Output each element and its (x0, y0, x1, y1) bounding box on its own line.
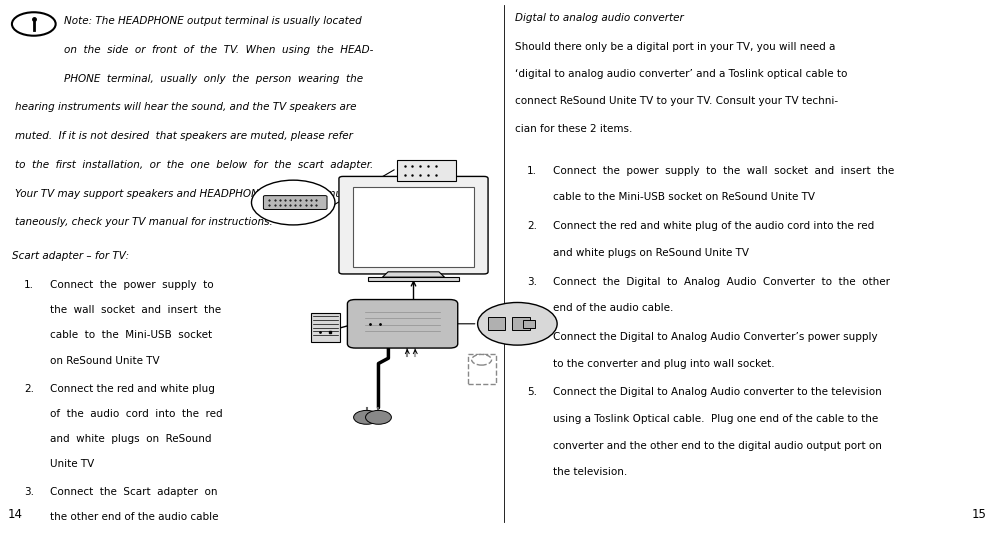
Bar (369, 277, 458, 281)
Bar (353, 187, 474, 266)
Text: to  the  first  installation,  or  the  one  below  for  the  scart  adapter.: to the first installation, or the one be… (15, 160, 373, 170)
Text: Connect  the  Scart  adapter  on: Connect the Scart adapter on (50, 487, 218, 497)
Text: 5.: 5. (527, 387, 537, 398)
Text: Scart adapter – for TV:: Scart adapter – for TV: (12, 251, 129, 261)
FancyBboxPatch shape (263, 196, 327, 209)
Text: the other end of the audio cable: the other end of the audio cable (50, 512, 219, 522)
Text: converter and the other end to the digital audio output port on: converter and the other end to the digit… (553, 441, 882, 451)
Bar (513, 317, 531, 330)
Text: Connect  the  Digital  to  Analog  Audio  Converter  to  the  other: Connect the Digital to Analog Audio Conv… (553, 277, 890, 287)
Circle shape (12, 12, 56, 36)
Text: taneously, check your TV manual for instructions.: taneously, check your TV manual for inst… (15, 217, 272, 228)
Text: of  the  audio  cord  into  the  red: of the audio cord into the red (50, 409, 223, 419)
Text: Connect the Digital to Analog Audio converter to the television: Connect the Digital to Analog Audio conv… (553, 387, 882, 398)
Text: Unite TV: Unite TV (50, 459, 94, 469)
Bar (468, 354, 496, 384)
Text: to the converter and plug into wall socket.: to the converter and plug into wall sock… (553, 359, 774, 369)
Text: 14: 14 (8, 508, 23, 521)
Circle shape (251, 180, 335, 225)
Circle shape (472, 354, 492, 365)
Text: PHONE  terminal,  usually  only  the  person  wearing  the: PHONE terminal, usually only the person … (64, 74, 363, 84)
Text: Should there only be a digital port in your TV, you will need a: Should there only be a digital port in y… (515, 42, 835, 52)
Text: Digtal to analog audio converter: Digtal to analog audio converter (515, 13, 684, 23)
Text: using a Toslink Optical cable.  Plug one end of the cable to the: using a Toslink Optical cable. Plug one … (553, 414, 878, 424)
Text: ‘digital to analog audio converter’ and a Toslink optical cable to: ‘digital to analog audio converter’ and … (515, 69, 847, 79)
Bar (311, 313, 341, 343)
Text: hearing instruments will hear the sound, and the TV speakers are: hearing instruments will hear the sound,… (15, 102, 357, 112)
Text: and white plugs on ReSound Unite TV: and white plugs on ReSound Unite TV (553, 248, 748, 258)
Text: 2.: 2. (527, 221, 537, 231)
Circle shape (354, 410, 380, 424)
Text: 2.: 2. (24, 384, 34, 394)
Text: 3.: 3. (527, 277, 537, 287)
Text: the  wall  socket  and  insert  the: the wall socket and insert the (50, 305, 221, 316)
Bar (487, 317, 505, 330)
Text: Connect the red and white plug of the audio cord into the red: Connect the red and white plug of the au… (553, 221, 874, 231)
Circle shape (477, 303, 557, 345)
Text: connect ReSound Unite TV to your TV. Consult your TV techni-: connect ReSound Unite TV to your TV. Con… (515, 96, 838, 107)
FancyBboxPatch shape (339, 176, 488, 274)
Text: 4.: 4. (527, 332, 537, 342)
Text: 3.: 3. (24, 487, 34, 497)
Text: the television.: the television. (553, 467, 627, 478)
Text: muted.  If it is not desired  that speakers are muted, please refer: muted. If it is not desired that speaker… (15, 131, 353, 141)
Text: on ReSound Unite TV: on ReSound Unite TV (50, 356, 159, 366)
Polygon shape (383, 272, 444, 277)
Text: cable to the Mini-USB socket on ReSound Unite TV: cable to the Mini-USB socket on ReSound … (553, 192, 815, 203)
Text: Note: The HEADPHONE output terminal is usually located: Note: The HEADPHONE output terminal is u… (64, 16, 362, 26)
Text: Connect  the  power  supply  to  the  wall  socket  and  insert  the: Connect the power supply to the wall soc… (553, 166, 894, 176)
FancyBboxPatch shape (348, 300, 458, 348)
Bar (397, 160, 456, 181)
Text: Connect the Digital to Analog Audio Converter’s power supply: Connect the Digital to Analog Audio Conv… (553, 332, 878, 342)
Text: Connect  the  power  supply  to: Connect the power supply to (50, 280, 214, 290)
Text: on  the  side  or  front  of  the  TV.  When  using  the  HEAD-: on the side or front of the TV. When usi… (64, 45, 373, 55)
Text: end of the audio cable.: end of the audio cable. (553, 303, 673, 313)
Circle shape (366, 410, 392, 424)
Text: Connect the red and white plug: Connect the red and white plug (50, 384, 215, 394)
Text: 1.: 1. (527, 166, 537, 176)
Text: and  white  plugs  on  ReSound: and white plugs on ReSound (50, 434, 211, 444)
Text: 15: 15 (971, 508, 986, 521)
Text: 1.: 1. (24, 280, 34, 290)
Text: cable  to  the  Mini-USB  socket: cable to the Mini-USB socket (50, 330, 212, 341)
Text: Your TV may support speakers and HEADPHONE being on simul-: Your TV may support speakers and HEADPHO… (15, 189, 349, 199)
Bar (524, 319, 536, 328)
Text: cian for these 2 items.: cian for these 2 items. (515, 124, 632, 134)
